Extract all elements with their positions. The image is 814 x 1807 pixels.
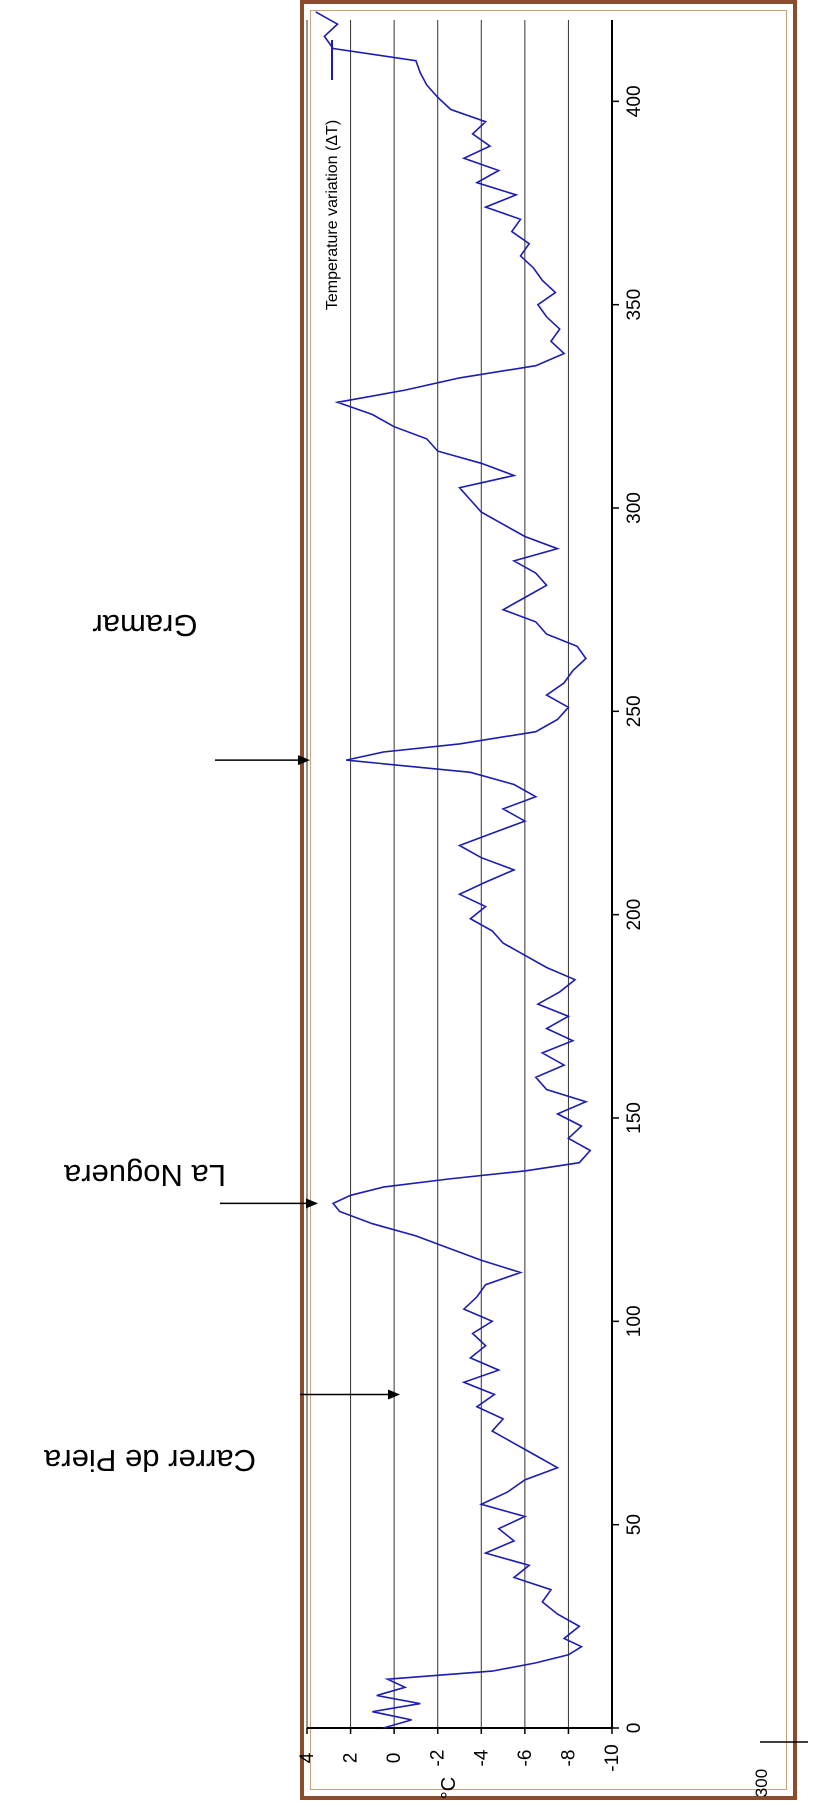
y-tick-label-3: -2: [428, 1750, 449, 1767]
x-tick-labels: 0 50 100 150 200 250 300 350 400: [612, 85, 645, 1733]
x-tick-label-5: 250: [624, 695, 645, 727]
x-tick-label-1: 50: [624, 1514, 645, 1535]
annotation-label-1: La Noguera: [63, 1158, 226, 1193]
chart-frame-inner: [310, 10, 787, 1790]
annotation-arrowhead-1: [306, 1198, 318, 1209]
outside-axis-label: 300: [752, 1769, 771, 1797]
grid-lines: [306, 20, 613, 1728]
annotation-arrowhead-0: [388, 1389, 400, 1400]
legend-label: Temperature variation (ΔT): [324, 120, 341, 310]
legend: Temperature variation (ΔT): [324, 40, 341, 310]
x-tick-label-7: 350: [624, 289, 645, 321]
chart-frame-outer: [300, 0, 797, 1800]
y-tick-label-5: -6: [515, 1750, 536, 1767]
annotation-label-2: Gramar: [92, 608, 197, 643]
y-tick-label-6: -8: [558, 1750, 579, 1767]
y-tick-label-7: -10: [602, 1744, 623, 1771]
y-tick-label-2: 0: [384, 1753, 405, 1764]
y-tick-label-1: 2: [341, 1753, 362, 1764]
x-tick-label-2: 100: [624, 1305, 645, 1337]
outside-axis-fragment: 300: [752, 1741, 808, 1797]
axes: [307, 20, 613, 1729]
y-axis-unit-label: °C: [438, 1777, 460, 1799]
x-tick-label-4: 200: [624, 899, 645, 931]
annotation-arrowhead-2: [298, 755, 310, 766]
annotation-label-0: Carrer de Piera: [43, 1443, 256, 1478]
series-line-temperature-variation: [315, 11, 592, 1729]
y-tick-labels: 4 2 0 -2 -4 -6 -8 -10: [297, 1728, 623, 1772]
annotations: Carrer de Piera La Noguera Gramar: [43, 608, 400, 1478]
y-tick-label-0: 4: [297, 1752, 318, 1763]
y-tick-label-4: -4: [471, 1749, 492, 1766]
x-tick-label-0: 0: [624, 1723, 645, 1734]
x-tick-label-6: 300: [624, 492, 645, 524]
x-tick-label-3: 150: [624, 1102, 645, 1134]
x-tick-label-8: 400: [624, 85, 645, 117]
